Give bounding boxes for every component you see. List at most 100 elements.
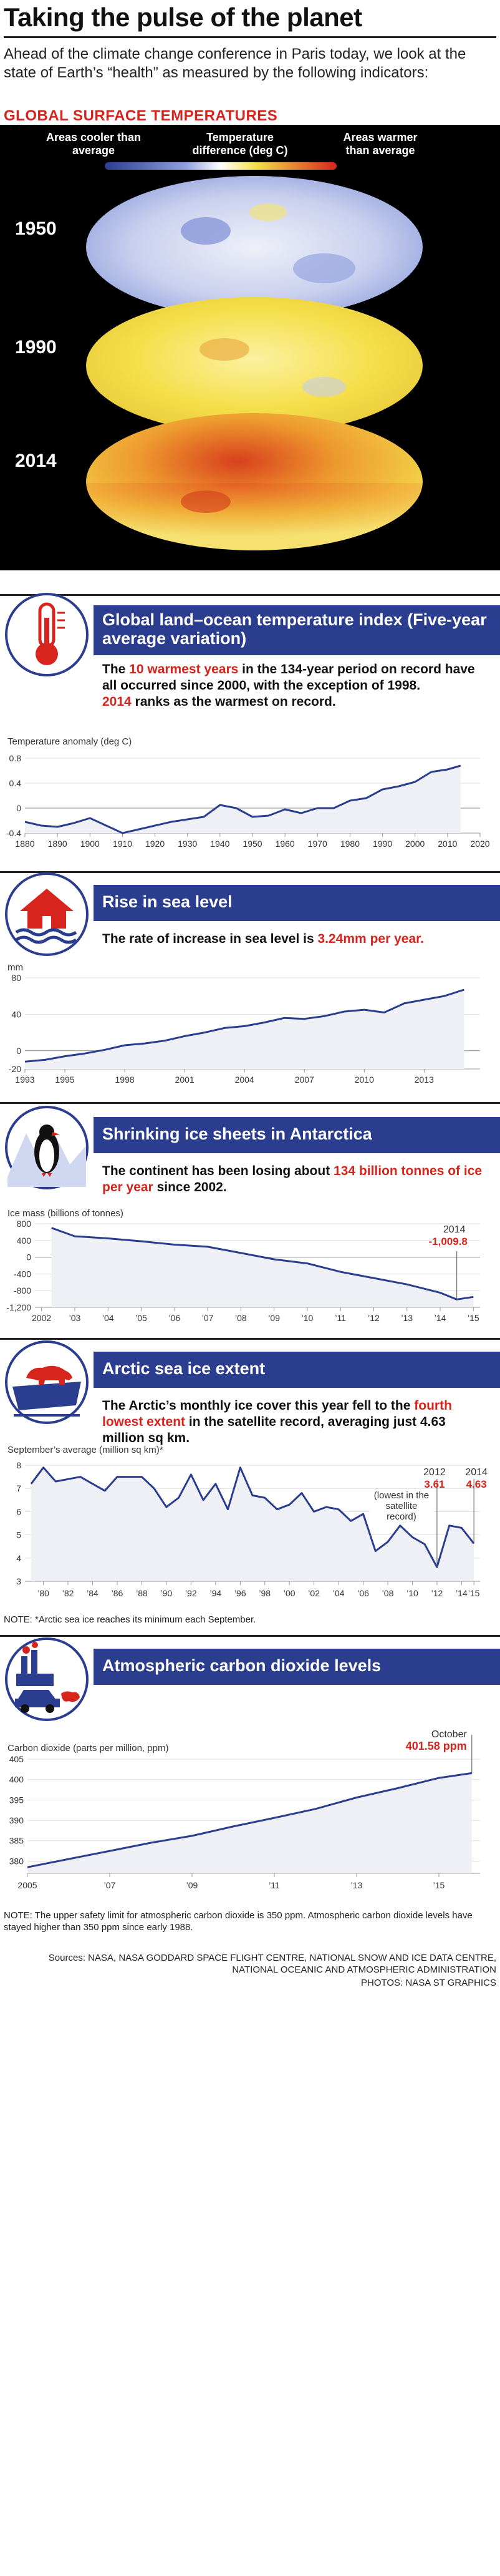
landocean-text: The 10 warmest years in the 134-year per… [102, 662, 475, 709]
x-tick-label: ’96 [234, 1588, 246, 1598]
arctic-title: Arctic sea ice extent [94, 1352, 500, 1388]
x-tick-label: ’10 [406, 1588, 418, 1598]
series-area [25, 990, 464, 1069]
thermometer-icon [5, 593, 89, 676]
x-tick-label: ’06 [357, 1588, 369, 1598]
x-tick-label: 2010 [438, 839, 457, 849]
x-tick-label: ’07 [202, 1313, 214, 1323]
x-tick-label: ’06 [168, 1313, 180, 1323]
x-tick-label: ’98 [259, 1588, 271, 1598]
temps-heading: GLOBAL SURFACE TEMPERATURES [4, 107, 278, 124]
arctic-text: The Arctic’s monthly ice cover this year… [102, 1398, 452, 1445]
y-tick-label: 400 [17, 1236, 32, 1246]
y-tick-label: 400 [9, 1775, 24, 1785]
legend-color-bar [105, 162, 337, 170]
x-tick-label: 1995 [55, 1075, 74, 1085]
x-tick-label: 1930 [178, 839, 197, 849]
polar-bear-icon [5, 1340, 89, 1424]
x-tick-label: ’07 [104, 1880, 116, 1890]
arctic-note: NOTE: *Arctic sea ice reaches its minimu… [4, 1614, 256, 1625]
x-tick-label: ’84 [87, 1588, 99, 1598]
x-tick-label: 1940 [210, 839, 229, 849]
ice-mass-chart: Ice mass (billions of tonnes)800 400 0 -400… [6, 1208, 480, 1323]
sources: Sources: NASA, NASA GODDARD SPACE FLIGHT… [48, 1953, 496, 1975]
x-tick-label: ’14 [456, 1588, 468, 1598]
icesheets-title: Shrinking ice sheets in Antarctica [94, 1117, 500, 1153]
y-tick-label: 395 [9, 1795, 24, 1805]
x-tick-label: ’11 [269, 1880, 280, 1890]
y-tick-label: -800 [14, 1286, 31, 1295]
x-tick-label: ’08 [382, 1588, 394, 1598]
x-tick-label: ’12 [431, 1588, 443, 1598]
x-tick-label: ’15 [468, 1588, 480, 1598]
x-tick-label: 1980 [340, 839, 360, 849]
y-tick-label: 390 [9, 1815, 24, 1825]
y-tick-label: 4 [16, 1553, 21, 1563]
y-tick-label: -0.4 [6, 828, 21, 838]
y-tick-label: -400 [14, 1269, 31, 1279]
sealevel-text: The rate of increase in sea level is 3.2… [102, 932, 424, 946]
series-area [51, 1227, 474, 1307]
map-year-1950: 1950 [15, 218, 57, 239]
x-tick-label: 2004 [235, 1075, 254, 1085]
x-tick-label: 1993 [15, 1075, 34, 1085]
x-tick-label: ’82 [62, 1588, 74, 1598]
y-tick-label: 0 [16, 803, 21, 813]
series-line [30, 1466, 475, 1568]
series-area [25, 766, 461, 833]
x-tick-label: ’03 [69, 1313, 81, 1323]
co2-chart: Carbon dioxide (parts per million, ppm)4… [7, 1729, 480, 1890]
y-tick-label: -20 [9, 1064, 21, 1074]
map-1950 [86, 176, 423, 318]
arctic-sea-ice-chart: September’s average (million sq km)* 8 7 6 5… [7, 1445, 488, 1598]
x-tick-label: ’08 [235, 1313, 247, 1323]
legend-cool-label: Areas cooler than average [46, 131, 142, 157]
y-axis-label: Ice mass (billions of tonnes) [7, 1208, 123, 1219]
factory-car-icon [5, 1637, 89, 1721]
annotation-value: -1,009.8 [429, 1236, 468, 1247]
y-tick-label: 3 [16, 1576, 21, 1586]
y-tick-label: 0.4 [9, 778, 22, 788]
section-rule [0, 594, 500, 596]
y-tick-label: 0 [16, 1046, 21, 1056]
map-1990 [86, 297, 423, 434]
y-axis-label: mm [7, 964, 23, 973]
annotation-label: 2012 [423, 1467, 446, 1478]
x-tick-label: 2001 [175, 1075, 195, 1085]
x-tick-label: 1960 [276, 839, 295, 849]
legend-warm-label: Areas warmer than average [343, 131, 418, 157]
y-tick-label: 385 [9, 1836, 24, 1846]
page-title: Taking the pulse of the planet [4, 2, 362, 32]
title-rule [4, 36, 496, 38]
x-tick-label: 1950 [243, 839, 262, 849]
x-tick-label: 1880 [15, 839, 34, 849]
x-tick-label: 2020 [470, 839, 489, 849]
x-tick-label: ’12 [368, 1313, 380, 1323]
x-tick-label: ’09 [186, 1880, 198, 1890]
y-tick-label: 405 [9, 1754, 24, 1764]
credits: PHOTOS: NASA ST GRAPHICS [360, 1978, 496, 1988]
x-tick-label: ’11 [335, 1313, 346, 1323]
y-tick-label: 380 [9, 1856, 24, 1866]
y-axis-label: September’s average (million sq km)* [7, 1445, 163, 1455]
series-area [31, 1467, 474, 1581]
y-tick-label: 6 [16, 1506, 21, 1516]
landocean-title: Global land–ocean temperature index (Fiv… [94, 605, 500, 655]
x-tick-label: ’09 [268, 1313, 280, 1323]
x-tick-label: ’88 [136, 1588, 148, 1598]
map-2014-continued [0, 482, 500, 570]
x-tick-label: 2005 [17, 1880, 37, 1890]
annotation-label: October [431, 1729, 468, 1740]
x-tick-label: ’13 [351, 1880, 363, 1890]
x-tick-label: 1920 [145, 839, 165, 849]
x-tick-label: ’00 [284, 1588, 296, 1598]
x-tick-label: 2013 [415, 1075, 434, 1085]
y-tick-label: 0 [26, 1252, 31, 1262]
x-tick-label: ’15 [468, 1313, 479, 1323]
x-tick-label: 2010 [355, 1075, 374, 1085]
annotation-note-text: (lowest in the satellite record) [369, 1490, 433, 1522]
x-tick-label: ’15 [433, 1880, 445, 1890]
annotation-value: 4.63 [466, 1478, 487, 1490]
y-axis-label: Temperature anomaly (deg C) [7, 736, 132, 747]
